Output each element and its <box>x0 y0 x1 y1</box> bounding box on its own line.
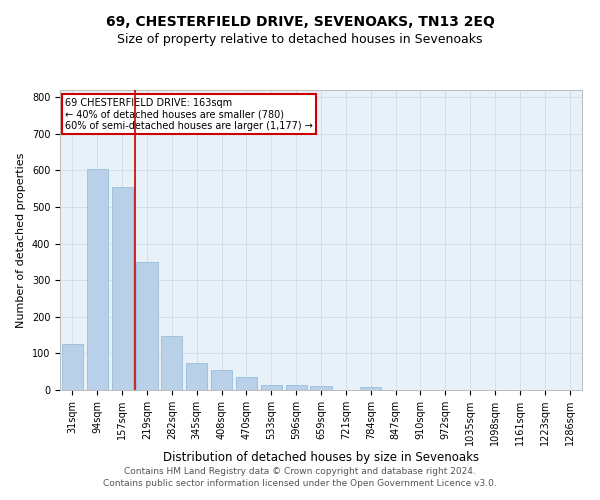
Text: 69, CHESTERFIELD DRIVE, SEVENOAKS, TN13 2EQ: 69, CHESTERFIELD DRIVE, SEVENOAKS, TN13 … <box>106 15 494 29</box>
Bar <box>186 362 207 390</box>
Bar <box>87 168 108 390</box>
Bar <box>136 262 158 390</box>
Bar <box>310 386 332 390</box>
Bar <box>161 336 182 390</box>
X-axis label: Distribution of detached houses by size in Sevenoaks: Distribution of detached houses by size … <box>163 451 479 464</box>
Bar <box>360 387 381 390</box>
Bar <box>261 384 282 390</box>
Bar <box>211 370 232 390</box>
Text: 69 CHESTERFIELD DRIVE: 163sqm
← 40% of detached houses are smaller (780)
60% of : 69 CHESTERFIELD DRIVE: 163sqm ← 40% of d… <box>65 98 313 130</box>
Bar <box>236 377 257 390</box>
Bar <box>286 385 307 390</box>
Text: Contains HM Land Registry data © Crown copyright and database right 2024.
Contai: Contains HM Land Registry data © Crown c… <box>103 466 497 487</box>
Bar <box>62 344 83 390</box>
Y-axis label: Number of detached properties: Number of detached properties <box>16 152 26 328</box>
Text: Size of property relative to detached houses in Sevenoaks: Size of property relative to detached ho… <box>117 32 483 46</box>
Bar <box>112 187 133 390</box>
